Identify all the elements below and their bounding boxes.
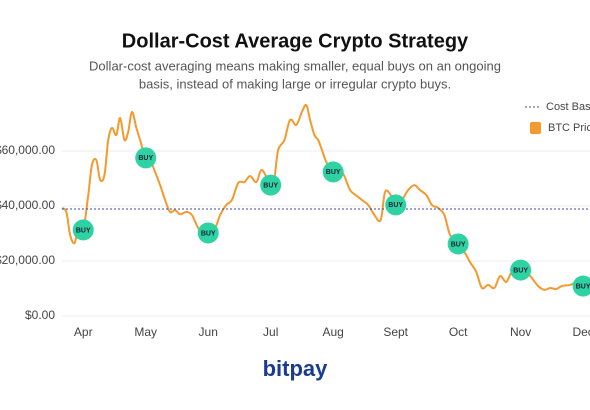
x-tick-label: Oct (449, 325, 468, 339)
y-tick-label: $0.00 (25, 308, 55, 322)
buy-label: BUY (451, 241, 466, 248)
x-tick-label: Sept (383, 325, 408, 339)
x-tick-label: Aug (323, 325, 344, 339)
buy-label: BUY (326, 169, 341, 176)
buy-label: BUY (388, 202, 403, 209)
x-tick-label: Apr (74, 325, 93, 339)
chart-subtitle: basis, instead of making large or irregu… (139, 76, 451, 91)
chart-subtitle: Dollar-cost averaging means making small… (89, 58, 501, 73)
buy-label: BUY (513, 267, 528, 274)
buy-marker (197, 222, 219, 244)
logo: bitpay (263, 356, 329, 381)
buy-label: BUY (138, 155, 153, 162)
buy-marker (510, 259, 532, 281)
buy-marker (260, 174, 282, 196)
buy-label: BUY (263, 182, 278, 189)
x-tick-label: Jul (263, 325, 278, 339)
x-tick-label: Nov (510, 325, 531, 339)
legend-label: Cost Basis (546, 101, 590, 113)
legend-swatch (530, 122, 541, 134)
x-tick-label: May (134, 325, 157, 339)
buy-marker (322, 161, 344, 183)
buy-marker (572, 275, 590, 297)
buy-label: BUY (76, 227, 91, 234)
y-tick-label: $40,000.00 (0, 198, 55, 212)
buy-label: BUY (201, 230, 216, 237)
buy-marker (385, 194, 407, 216)
buy-marker (447, 233, 469, 255)
buy-marker (72, 219, 94, 241)
x-tick-label: Dec (572, 325, 590, 339)
legend-label: BTC Price (548, 122, 590, 134)
buy-marker (135, 147, 157, 169)
y-tick-label: $20,000.00 (0, 253, 55, 267)
x-tick-label: Jun (199, 325, 218, 339)
y-tick-label: $60,000.00 (0, 143, 55, 157)
chart-title: Dollar-Cost Average Crypto Strategy (122, 30, 469, 52)
buy-label: BUY (576, 283, 590, 290)
price-line (61, 103, 590, 291)
